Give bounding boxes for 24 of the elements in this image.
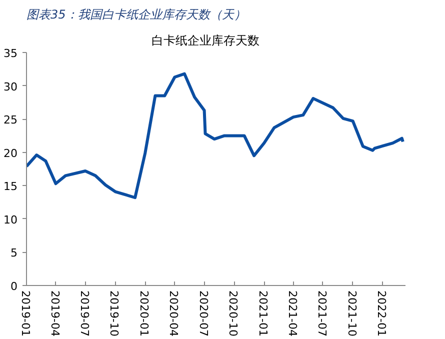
chart-title: 图表35：我国白卡纸企业库存天数（天） [26, 8, 246, 22]
x-tick-label: 2019-04 [48, 290, 62, 336]
x-tick-label: 2019-01 [19, 290, 32, 336]
x-tick-label: 2021-01 [256, 290, 270, 336]
y-tick-label: 30 [4, 80, 18, 94]
x-tick-label: 2020-10 [226, 290, 240, 336]
x-tick-label: 2021-07 [315, 290, 328, 336]
chart-subtitle: 白卡纸企业库存天数 [152, 34, 260, 48]
y-tick-label: 10 [4, 213, 18, 226]
x-tick-label: 2021-04 [286, 290, 299, 336]
y-tick-label: 15 [4, 180, 18, 194]
x-tick-label: 2020-07 [196, 290, 210, 336]
x-tick-label: 2019-10 [108, 290, 121, 336]
y-tick-label: 0 [10, 280, 18, 293]
line-series [26, 72, 404, 200]
x-tick-label: 2022-01 [375, 290, 388, 336]
y-tick-label: 5 [10, 246, 18, 260]
y-tick-label: 25 [4, 114, 18, 127]
y-tick-label: 20 [4, 146, 18, 160]
x-tick-label: 2021-10 [345, 290, 358, 336]
x-tick-label: 2020-01 [138, 290, 151, 336]
x-tick-label: 2020-04 [167, 290, 180, 336]
x-tick-label: 2019-07 [78, 290, 91, 336]
y-tick-label: 35 [4, 47, 18, 60]
